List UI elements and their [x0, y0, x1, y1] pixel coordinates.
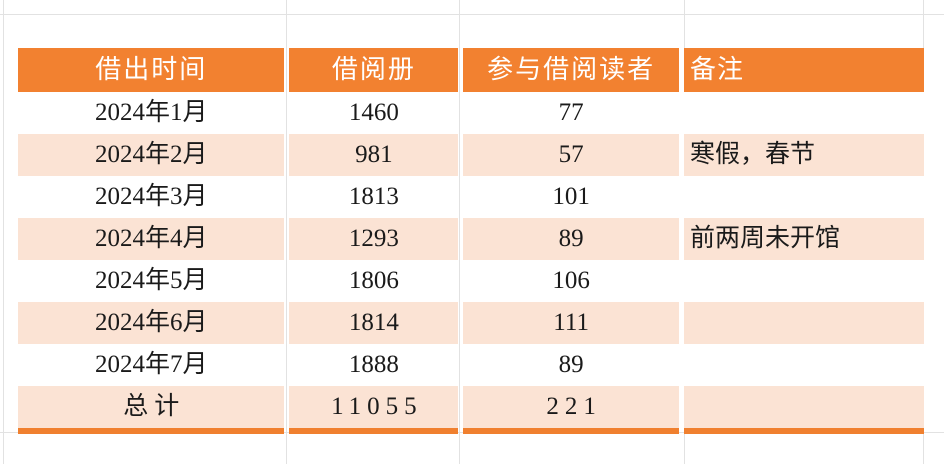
column-header-borrow-time: 借出时间: [18, 48, 285, 92]
cell-readers: 111: [463, 302, 679, 344]
table-row: 2024年6月 1814 111: [18, 302, 924, 344]
cell-readers: 89: [463, 344, 679, 386]
cell-volumes: 1806: [289, 260, 459, 302]
cell-readers: 89: [463, 218, 679, 260]
cell-readers: 106: [463, 260, 679, 302]
cell-volumes: 981: [289, 134, 459, 176]
column-header-readers: 参与借阅读者: [463, 48, 679, 92]
cell-remarks: 寒假，春节: [683, 134, 924, 176]
cell-borrow-time: 2024年3月: [18, 176, 285, 218]
cell-readers: 77: [463, 92, 679, 134]
cell-borrow-time: 总计: [18, 386, 285, 434]
cell-readers: 57: [463, 134, 679, 176]
cell-volumes: 1888: [289, 344, 459, 386]
cell-volumes: 1813: [289, 176, 459, 218]
table-row: 2024年2月 981 57 寒假，春节: [18, 134, 924, 176]
table-row: 2024年5月 1806 106: [18, 260, 924, 302]
cell-borrow-time: 2024年5月: [18, 260, 285, 302]
cell-readers: 221: [463, 386, 679, 434]
cell-volumes: 11055: [289, 386, 459, 434]
cell-volumes: 1293: [289, 218, 459, 260]
borrow-statistics-table-container: 借出时间 借阅册 参与借阅读者 备注 2024年1月 1460 77 2024年2月 9…: [18, 48, 924, 434]
borrow-statistics-table: 借出时间 借阅册 参与借阅读者 备注 2024年1月 1460 77 2024年2月 9…: [13, 48, 929, 434]
table-row: 2024年3月 1813 101: [18, 176, 924, 218]
cell-readers: 101: [463, 176, 679, 218]
gridline-horizontal: [0, 14, 944, 15]
cell-borrow-time: 2024年2月: [18, 134, 285, 176]
table-header: 借出时间 借阅册 参与借阅读者 备注: [18, 48, 924, 92]
table-row: 2024年1月 1460 77: [18, 92, 924, 134]
table-row: 2024年7月 1888 89: [18, 344, 924, 386]
table-header-row: 借出时间 借阅册 参与借阅读者 备注: [18, 48, 924, 92]
gridline-vertical: [3, 0, 4, 464]
column-header-volumes: 借阅册: [289, 48, 459, 92]
cell-remarks: [683, 344, 924, 386]
table-row: 2024年4月 1293 89 前两周未开馆: [18, 218, 924, 260]
cell-remarks: [683, 260, 924, 302]
cell-volumes: 1814: [289, 302, 459, 344]
table-total-row: 总计 11055 221: [18, 386, 924, 434]
cell-remarks: 前两周未开馆: [683, 218, 924, 260]
cell-remarks: [683, 92, 924, 134]
cell-borrow-time: 2024年6月: [18, 302, 285, 344]
table-body: 2024年1月 1460 77 2024年2月 981 57 寒假，春节 2024年3月 181…: [18, 92, 924, 434]
cell-remarks: [683, 386, 924, 434]
column-header-remarks: 备注: [683, 48, 924, 92]
cell-borrow-time: 2024年7月: [18, 344, 285, 386]
cell-remarks: [683, 176, 924, 218]
cell-borrow-time: 2024年1月: [18, 92, 285, 134]
cell-borrow-time: 2024年4月: [18, 218, 285, 260]
cell-remarks: [683, 302, 924, 344]
cell-volumes: 1460: [289, 92, 459, 134]
